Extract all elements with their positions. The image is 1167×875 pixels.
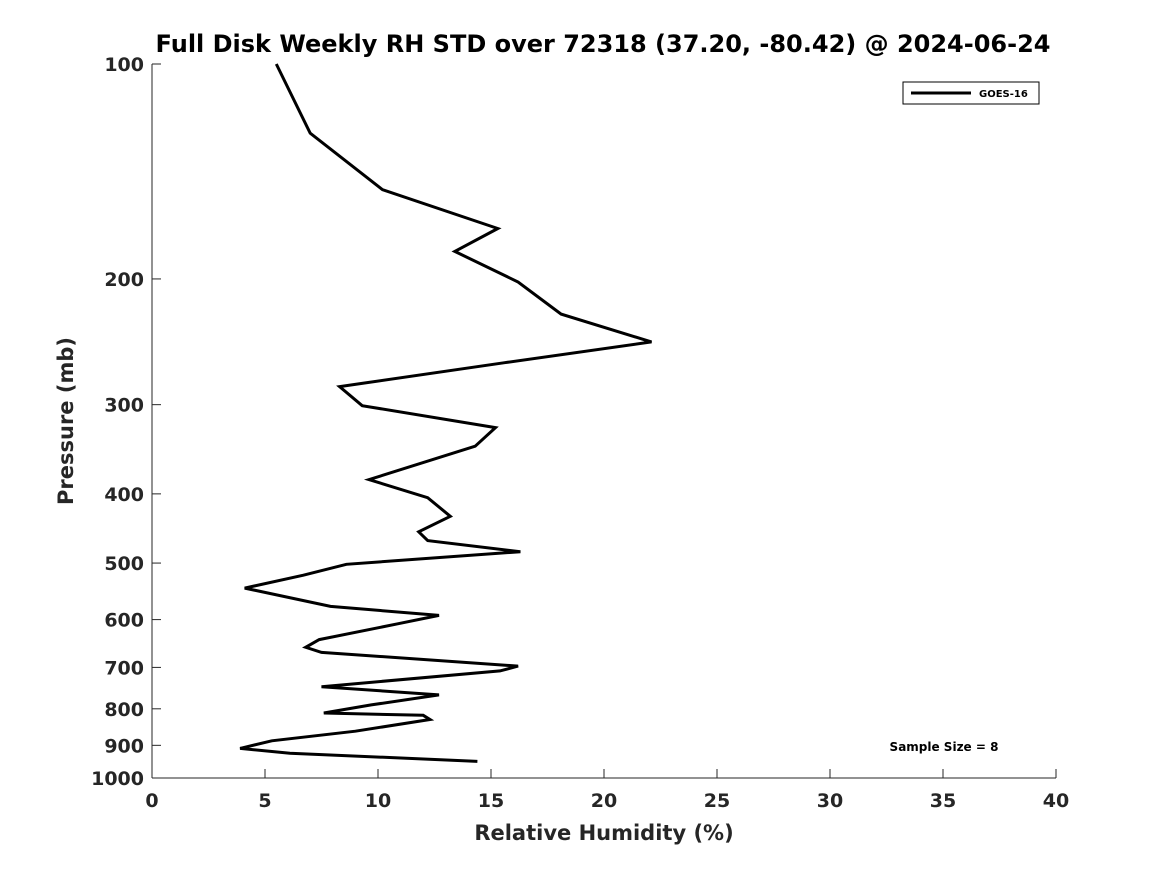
y-tick-label: 500 — [104, 553, 144, 575]
y-tick-label: 1000 — [91, 768, 144, 790]
x-tick-label: 40 — [1043, 790, 1069, 812]
sample-size-annotation: Sample Size = 8 — [890, 740, 999, 754]
y-tick-label: 900 — [104, 735, 144, 757]
x-tick-label: 25 — [704, 790, 730, 812]
x-axis: 0 5 10 15 20 25 30 35 40 — [145, 769, 1069, 812]
x-axis-label: Relative Humidity (%) — [474, 821, 733, 845]
y-tick-label: 700 — [104, 657, 144, 679]
plot-area — [151, 64, 1056, 779]
y-tick-label: 800 — [104, 699, 144, 721]
x-tick-label: 35 — [930, 790, 956, 812]
legend: GOES-16 — [902, 81, 1040, 105]
y-tick-label: 600 — [104, 610, 144, 632]
x-tick-label: 0 — [145, 790, 158, 812]
y-tick-label: 300 — [104, 395, 144, 417]
x-tick-label: 10 — [365, 790, 391, 812]
series-line-goes-16 — [239, 63, 652, 763]
series-layer — [239, 63, 652, 763]
x-tick-label: 15 — [478, 790, 504, 812]
y-tick-label: 400 — [104, 484, 144, 506]
x-tick-label: 20 — [591, 790, 617, 812]
chart-title: Full Disk Weekly RH STD over 72318 (37.2… — [156, 30, 1051, 58]
legend-label-goes-16: GOES-16 — [979, 89, 1028, 100]
y-tick-label: 100 — [104, 54, 144, 76]
x-tick-label: 30 — [817, 790, 843, 812]
y-axis: 100 200 300 400 500 600 700 800 900 1000 — [91, 54, 161, 790]
x-tick-label: 5 — [258, 790, 271, 812]
y-tick-label: 200 — [104, 269, 144, 291]
y-axis-label: Pressure (mb) — [54, 337, 78, 505]
